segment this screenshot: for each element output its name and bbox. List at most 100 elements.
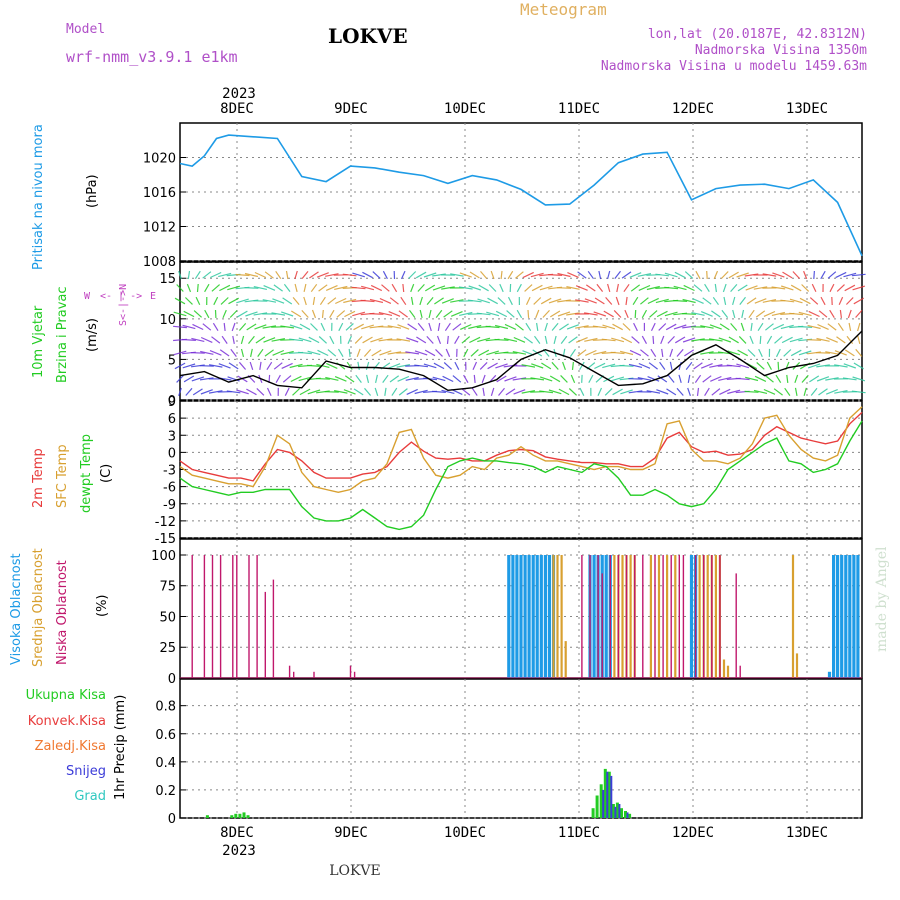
wind-barb [396, 338, 411, 342]
wind-barb [845, 297, 854, 305]
wind-barb [790, 349, 802, 357]
wind-barb [682, 313, 697, 315]
wind-barb [238, 361, 247, 370]
precip-total-bar [595, 795, 599, 818]
precip-total-bar [620, 808, 623, 818]
wind-barb [298, 376, 312, 382]
wind-barb [816, 337, 830, 342]
wind-barb [634, 309, 637, 319]
wind-barb [721, 309, 729, 318]
pressure-y-tick: 1016 [143, 186, 176, 201]
wind-barb [369, 313, 384, 315]
wind-barb [588, 374, 594, 383]
wind-barb [774, 336, 783, 344]
wind-barb [718, 376, 732, 381]
wind-barb [256, 387, 265, 396]
wind-barb [613, 309, 622, 318]
wind-barb [195, 296, 201, 306]
wind-barb [415, 271, 427, 279]
wind-barb [379, 297, 392, 304]
wind-barb [566, 286, 580, 290]
wind-barb [364, 387, 372, 396]
cloud-high-bar [604, 555, 608, 678]
wind-barb [254, 271, 267, 279]
wind-barb [355, 374, 362, 383]
wind-barb [829, 309, 835, 319]
cloud-low-bar [739, 665, 741, 678]
wind-barb [765, 323, 774, 331]
wind-units: (m/s) [85, 318, 100, 352]
temp-dew-label: dewpt Temp [79, 434, 94, 513]
wind-barb [661, 348, 664, 357]
wind-barb [765, 375, 774, 383]
wind-barb [454, 335, 460, 345]
wind-barb [246, 388, 257, 396]
wind-barb [656, 310, 668, 318]
wind-barb [571, 361, 574, 370]
cloud-high-bar [539, 555, 543, 678]
wind-barb [325, 376, 339, 381]
cloud-high-bar [543, 555, 547, 678]
wind-barb [184, 297, 193, 305]
wind-barb [773, 388, 783, 396]
wind-barb [594, 297, 605, 305]
wind-barb [775, 348, 781, 358]
wind-barb [423, 363, 437, 369]
wind-barb [709, 324, 722, 330]
wind-barb [370, 284, 383, 292]
wind-barb [400, 296, 407, 306]
wind-barb [254, 324, 267, 330]
bottom-date-label: 8DEC [220, 825, 254, 841]
wind-barb [638, 362, 651, 369]
precip-snow-bar [618, 804, 621, 818]
cloud-high-bar [515, 555, 519, 678]
wind-barb [275, 270, 282, 280]
wind-barb [810, 387, 818, 396]
wind-barb [336, 310, 346, 318]
wind-barb [257, 348, 264, 357]
wind-barb [525, 296, 531, 306]
wind-barb [827, 271, 837, 279]
wind-barb [388, 363, 401, 369]
wind-barb [283, 283, 291, 292]
bottom-year: 2023 [222, 843, 256, 859]
wind-barb [834, 390, 848, 394]
wind-barb [432, 285, 446, 291]
wind-barb [459, 311, 473, 316]
wind-barb [294, 283, 298, 293]
wind-barb [220, 297, 229, 305]
wind-barb [723, 296, 727, 306]
cloud-low-bar [735, 573, 737, 678]
wind-barb [174, 362, 186, 370]
meteogram-label: Meteogram [520, 0, 607, 19]
wind-barb [360, 299, 375, 303]
wind-label-1: 10m Vjetar [31, 305, 46, 378]
wind-barb [299, 323, 311, 331]
cloud-high-bar [531, 555, 535, 678]
cloud-high-bar [511, 555, 515, 678]
wind-barb [345, 323, 354, 331]
wind-barb [719, 388, 731, 395]
wind-barb [789, 337, 803, 343]
wind-barb [460, 323, 472, 330]
precip-total-bar [624, 811, 627, 818]
wind-barb [316, 272, 329, 278]
wind-barb [657, 375, 668, 383]
wind-barb [405, 351, 420, 355]
wind-barb [762, 299, 777, 303]
wind-barb [226, 390, 241, 394]
precip-total-bar [205, 815, 209, 818]
wind-barb [539, 390, 554, 394]
wind-barb [687, 374, 691, 384]
wind-barb [272, 298, 285, 304]
wind-barb [846, 335, 854, 344]
wind-barb [213, 296, 219, 306]
wind-barb [816, 376, 830, 382]
bottom-date-labels: 8DEC 9DEC 10DEC 11DEC 12DEC 13DEC [220, 825, 828, 841]
precip-total-bar [599, 784, 603, 818]
wind-barb [683, 284, 695, 292]
wind-barb [387, 325, 402, 329]
wind-barb [310, 283, 318, 293]
wind-barb [352, 272, 365, 278]
